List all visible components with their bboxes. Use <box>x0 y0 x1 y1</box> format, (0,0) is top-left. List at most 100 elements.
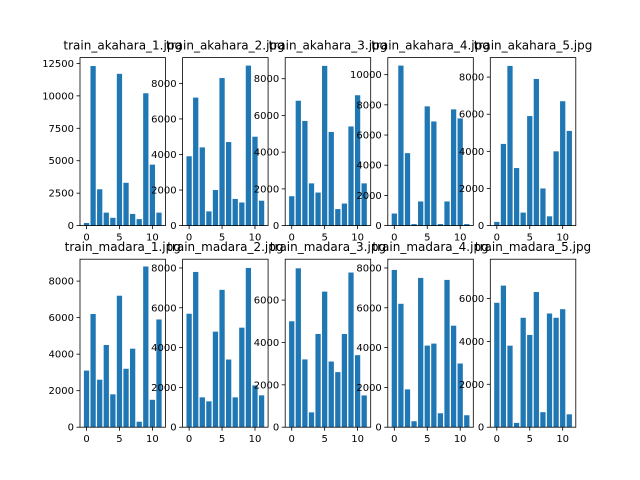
bar <box>149 399 156 428</box>
bar <box>110 394 116 428</box>
y-tick-label: 2000 <box>459 184 484 195</box>
bar <box>193 271 199 428</box>
bar <box>143 266 149 428</box>
axes-frame <box>489 57 577 226</box>
y-tick-label: 4000 <box>49 350 74 361</box>
bar <box>560 101 566 226</box>
bar <box>83 370 90 428</box>
bar <box>398 65 404 226</box>
y-tick-label: 4000 <box>151 343 176 354</box>
subplot-title: train_akahara_5.jpg <box>474 39 593 53</box>
bar <box>404 389 411 428</box>
y-tick-label: 6000 <box>254 111 279 122</box>
x-tick-label: 10 <box>351 233 364 244</box>
y-tick-label: 8000 <box>356 100 381 111</box>
y-tick-label: 10000 <box>350 70 382 81</box>
y-tick-label: 4000 <box>254 148 279 159</box>
y-tick-label: 0 <box>170 221 176 232</box>
bar <box>129 348 136 428</box>
y-tick-label: 0 <box>273 221 279 232</box>
bar <box>315 333 321 428</box>
subplot-title: train_madara_3.jpg <box>270 240 386 254</box>
bar <box>398 303 404 428</box>
bar <box>457 118 463 226</box>
y-tick-label: 2000 <box>254 380 279 391</box>
x-tick-label: 10 <box>351 434 364 445</box>
bar <box>226 359 232 428</box>
bar <box>258 395 265 428</box>
bar <box>308 183 315 226</box>
bar <box>315 192 321 226</box>
bar <box>520 317 526 428</box>
x-tick-label: 5 <box>219 233 225 244</box>
bar <box>186 156 192 226</box>
x-tick-label: 5 <box>116 434 122 445</box>
y-tick-label: 0 <box>273 423 279 434</box>
bar <box>560 309 566 428</box>
y-tick-label: 2000 <box>356 383 381 394</box>
bar <box>156 212 162 226</box>
subplot-title: train_madara_1.jpg <box>65 240 181 254</box>
y-tick-label: 6000 <box>459 110 484 121</box>
bar <box>450 109 457 226</box>
bar <box>322 291 328 428</box>
bar <box>513 168 520 226</box>
x-tick-label: 10 <box>146 434 159 445</box>
bar <box>295 268 301 428</box>
bar <box>533 78 539 226</box>
x-tick-label: 5 <box>321 233 327 244</box>
bar <box>295 100 301 226</box>
y-tick-label: 5000 <box>49 156 74 167</box>
y-tick-label: 8000 <box>151 79 176 90</box>
bar <box>457 363 463 428</box>
bar <box>103 345 109 428</box>
bar <box>424 106 430 226</box>
axes-frame <box>284 57 372 226</box>
y-tick-label: 8000 <box>254 74 279 85</box>
x-tick-label: 10 <box>249 233 262 244</box>
subplot-title: train_madara_2.jpg <box>167 240 283 254</box>
x-tick-label: 0 <box>186 233 192 244</box>
bar <box>97 379 103 428</box>
y-tick-label: 0 <box>375 221 381 232</box>
x-tick-label: 0 <box>83 434 89 445</box>
y-tick-label: 8000 <box>151 263 176 274</box>
axes-frame <box>79 57 166 226</box>
bar <box>302 359 308 428</box>
x-tick-label: 0 <box>289 233 295 244</box>
bar <box>411 421 417 428</box>
bar <box>226 142 232 226</box>
x-tick-label: 5 <box>424 233 430 244</box>
bar <box>129 213 136 226</box>
bar <box>418 277 424 428</box>
bar <box>354 355 361 428</box>
y-tick-label: 6000 <box>356 303 381 314</box>
y-tick-label: 6000 <box>356 131 381 142</box>
bar <box>431 343 437 428</box>
bar <box>341 333 348 428</box>
bar <box>411 224 417 226</box>
subplot-title: train_akahara_4.jpg <box>371 39 490 53</box>
bar <box>103 212 109 226</box>
bar <box>232 397 238 428</box>
bar <box>494 302 500 428</box>
x-tick-label: 10 <box>556 434 569 445</box>
y-tick-label: 4000 <box>151 150 176 161</box>
y-tick-label: 8000 <box>49 277 74 288</box>
bar <box>90 313 96 428</box>
y-tick-label: 2500 <box>49 189 74 200</box>
x-tick-label: 0 <box>391 434 397 445</box>
bar <box>540 188 546 226</box>
bar <box>136 421 142 428</box>
axes-frame <box>182 57 269 226</box>
bar <box>520 212 526 226</box>
y-tick-label: 0 <box>68 221 74 232</box>
y-tick-label: 4000 <box>356 161 381 172</box>
y-tick-label: 0 <box>68 423 74 434</box>
bar <box>494 221 500 226</box>
y-tick-label: 6000 <box>49 313 74 324</box>
x-tick-label: 5 <box>527 434 533 445</box>
x-tick-label: 5 <box>424 434 430 445</box>
bar <box>219 78 225 226</box>
